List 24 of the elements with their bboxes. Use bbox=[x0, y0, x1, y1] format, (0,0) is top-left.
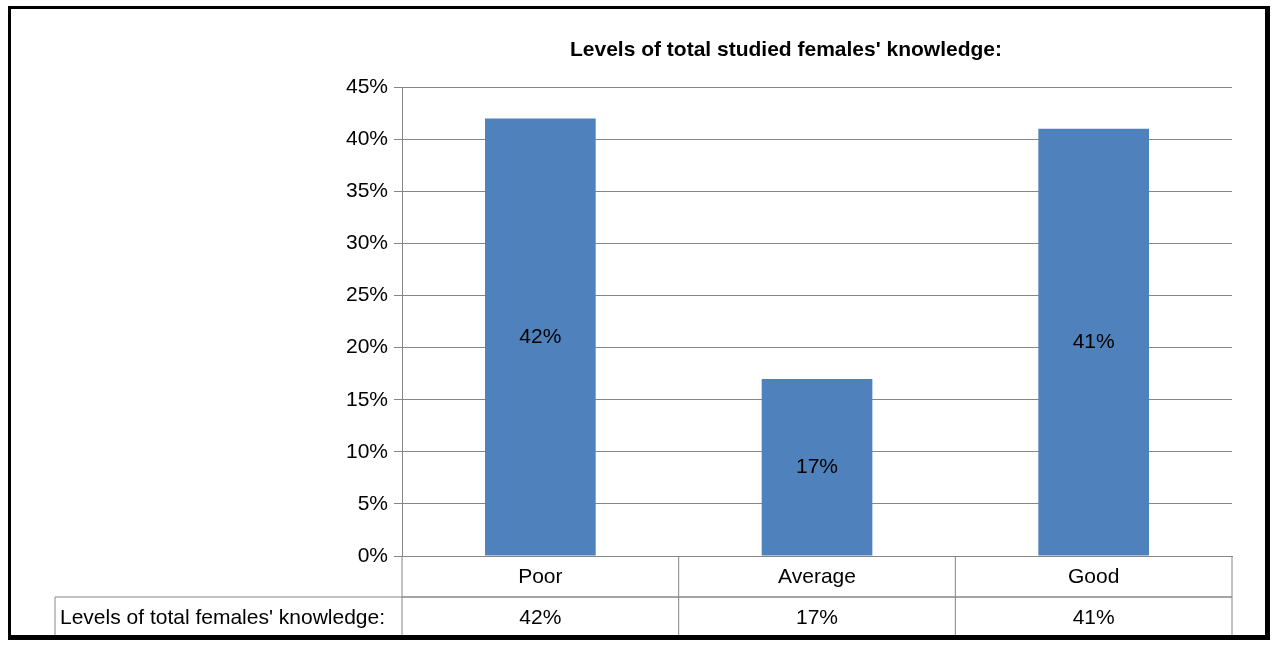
y-tick-label: 5% bbox=[357, 490, 389, 514]
y-tick-label: 0% bbox=[357, 542, 389, 566]
chart-title: Levels of total studied females' knowledge: bbox=[569, 37, 1003, 61]
data-label: 42% bbox=[519, 605, 562, 629]
data-label: 41% bbox=[1072, 605, 1115, 629]
x-tick-label: Good bbox=[1067, 564, 1120, 588]
y-tick-label: 10% bbox=[346, 438, 389, 462]
bar bbox=[1038, 128, 1149, 556]
text: 42% bbox=[519, 323, 562, 347]
text: Levels of total females' knowledge: bbox=[60, 605, 386, 629]
y-tick-label: 35% bbox=[346, 178, 389, 202]
y-tick-label: 40% bbox=[346, 126, 389, 150]
bar bbox=[761, 378, 873, 556]
x-tick-label: Poor bbox=[518, 564, 563, 588]
x-tick-label: Average bbox=[778, 564, 856, 588]
data-label: 17% bbox=[796, 605, 839, 629]
y-tick-label: 30% bbox=[346, 230, 389, 254]
text: 41% bbox=[1072, 328, 1115, 352]
y-tick-label: 15% bbox=[346, 386, 389, 410]
text: 17% bbox=[796, 454, 839, 477]
y-tick-label: 20% bbox=[346, 334, 389, 358]
bar bbox=[485, 118, 596, 556]
y-tick-label: 25% bbox=[346, 282, 389, 306]
y-tick-label: 45% bbox=[346, 74, 389, 97]
